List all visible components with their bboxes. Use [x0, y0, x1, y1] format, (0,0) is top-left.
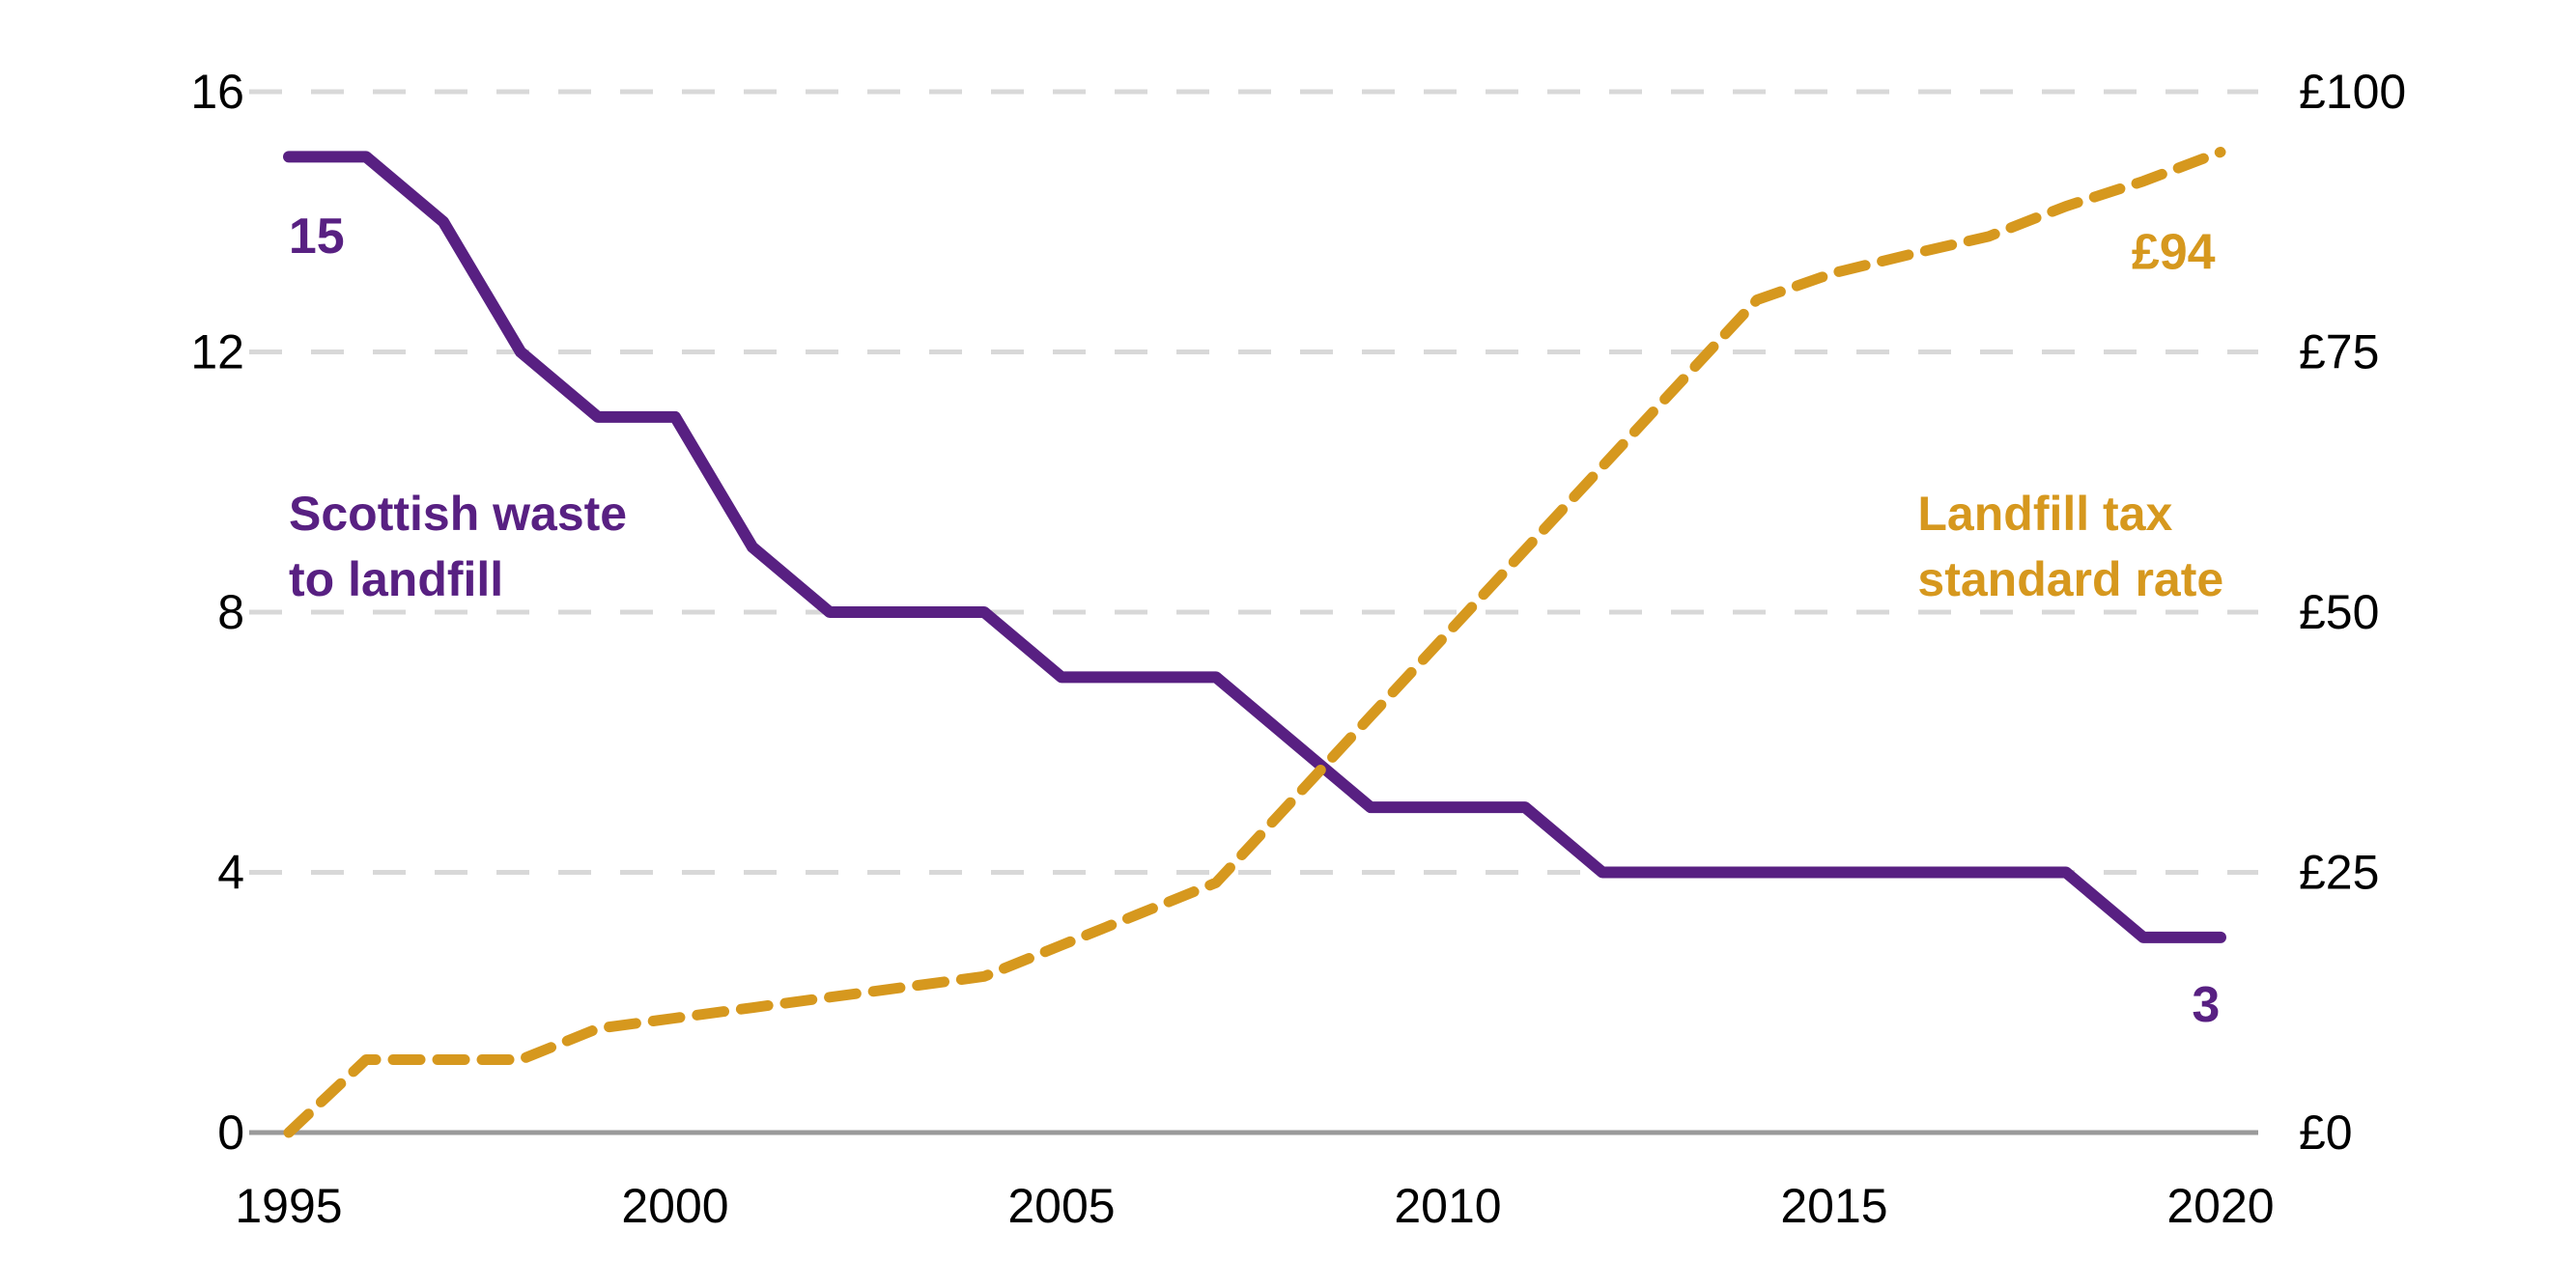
- waste-series-label-line-2: to landfill: [289, 552, 503, 606]
- waste-series-label: Scottish waste to landfill: [289, 487, 627, 606]
- tax-series-label-line-2: standard rate: [1917, 552, 2223, 606]
- left-axis-tick-label: 8: [217, 585, 244, 639]
- right-axis-tick-label: £100: [2299, 65, 2406, 119]
- left-axis-tick-label: 16: [190, 65, 244, 119]
- x-axis-tick-label: 1995: [235, 1179, 342, 1233]
- waste-end-label: 3: [2192, 977, 2220, 1033]
- tax-end-label: £94: [2132, 224, 2216, 280]
- tax-series-label: Landfill tax standard rate: [1917, 487, 2223, 606]
- waste-start-label: 15: [289, 209, 345, 265]
- x-axis-tick-label: 2010: [1394, 1179, 1501, 1233]
- right-axis-tick-label: £50: [2299, 585, 2379, 639]
- x-axis-tick-label: 2015: [1780, 1179, 1887, 1233]
- waste-line: [283, 151, 2226, 943]
- left-axis-tick-label: 0: [217, 1106, 244, 1160]
- right-axis-tick-label: £75: [2299, 325, 2379, 379]
- x-axis-tick-label: 2005: [1007, 1179, 1115, 1233]
- x-axis-tick-label: 2020: [2166, 1179, 2274, 1233]
- left-axis-tick-label: 4: [217, 846, 244, 900]
- right-axis-tick-label: £25: [2299, 846, 2379, 900]
- x-axis-tick-label: 2000: [621, 1179, 728, 1233]
- tax-line: [283, 147, 2226, 1138]
- right-axis-tick-label: £0: [2299, 1106, 2353, 1160]
- tax-series-label-line-1: Landfill tax: [1917, 487, 2172, 541]
- left-axis-tick-label: 12: [190, 325, 244, 379]
- waste-series-label-line-1: Scottish waste: [289, 487, 627, 541]
